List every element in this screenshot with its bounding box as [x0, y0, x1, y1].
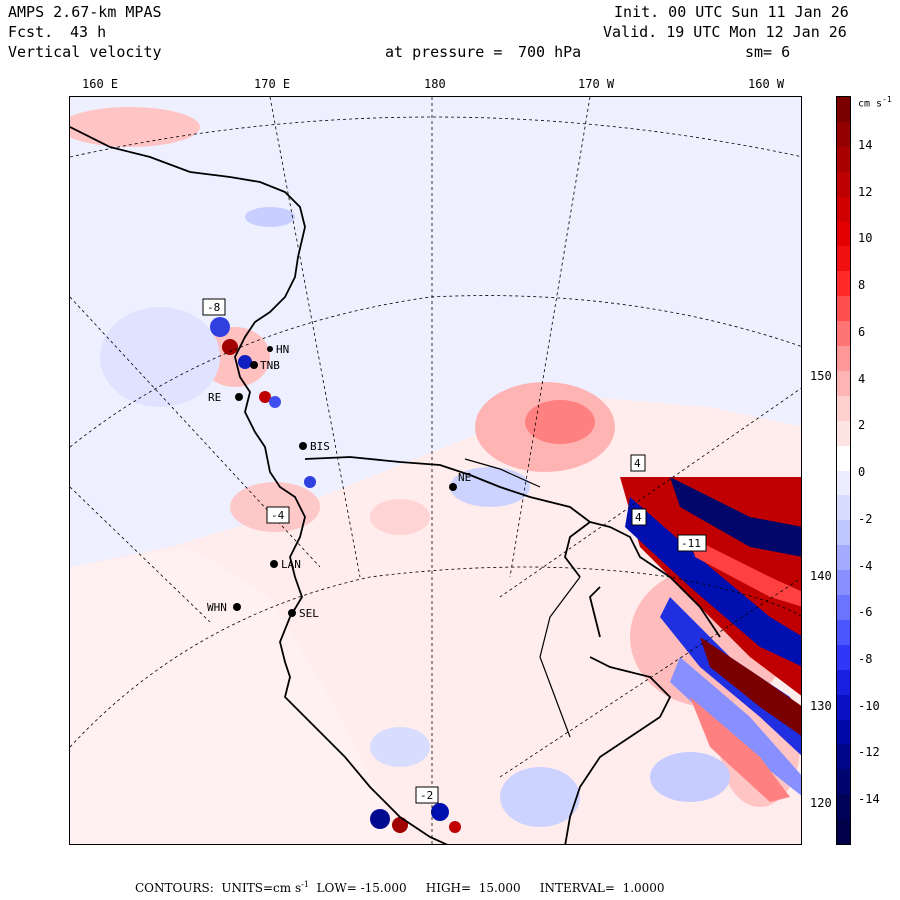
- colorbar-segment: [837, 445, 850, 471]
- station-dot-lan: [270, 560, 278, 568]
- colorbar-segment: [837, 171, 850, 198]
- colorbar-segment: [837, 545, 850, 571]
- colorbar-segment: [837, 420, 850, 447]
- colorbar-label-neg8: -8: [858, 652, 873, 666]
- station-dot-ne: [449, 483, 457, 491]
- colorbar-segment: [837, 97, 850, 123]
- colorbar-segment: [837, 520, 850, 546]
- colorbar-label-6: 6: [858, 325, 866, 339]
- colorbar-segment: [837, 470, 850, 496]
- colorbar-segment: [837, 495, 850, 521]
- coastline: [70, 126, 721, 844]
- colorbar-segment: [837, 121, 850, 148]
- colorbar-segment: [837, 570, 850, 596]
- model-title: AMPS 2.67-km MPAS: [8, 3, 162, 21]
- colorbar-label-8: 8: [858, 278, 866, 292]
- coastal-speckles: [210, 317, 461, 833]
- valid-time: Valid. 19 UTC Mon 12 Jan 26: [603, 23, 847, 41]
- latitude-circles: [70, 116, 801, 748]
- colorbar-label-neg14: -14: [858, 792, 880, 806]
- colorbar-label-neg2: -2: [858, 512, 873, 526]
- boxed-label-5: 4: [635, 511, 642, 524]
- colorbar-label-neg10: -10: [858, 699, 880, 713]
- field-name: Vertical velocity: [8, 43, 162, 61]
- pressure-label: at pressure =: [385, 43, 503, 61]
- boxed-label-6: -11: [681, 537, 701, 550]
- pressure-value: 700 hPa: [518, 43, 582, 61]
- colorbar-unit: cm s-1: [858, 95, 892, 110]
- colorbar-segment: [837, 370, 850, 397]
- colorbar-segment: [837, 595, 850, 621]
- stations-layer: RE TNB HN BIS LAN WHN SEL NE: [207, 343, 471, 620]
- ice-shelf-shade: [70, 547, 400, 844]
- map-panel: RE TNB HN BIS LAN WHN SEL NE -8 -4 -2 4: [69, 96, 802, 845]
- colorbar-segment: [837, 769, 850, 795]
- station-dot-re: [235, 393, 243, 401]
- station-label-sel: SEL: [299, 607, 319, 620]
- colorbar-segment: [837, 744, 850, 770]
- colorbar-label-neg12: -12: [858, 745, 880, 759]
- ice-shelf-edge: [464, 458, 581, 738]
- colorbar-label-12: 12: [858, 185, 873, 199]
- station-label-hn: HN: [276, 343, 289, 356]
- colorbar-segment: [837, 395, 850, 422]
- lon-label-170w: 170 W: [578, 77, 615, 91]
- boxed-label-3: -2: [420, 789, 433, 802]
- boxed-label-1: -8: [207, 301, 220, 314]
- colorbar-label-neg6: -6: [858, 605, 873, 619]
- colorbar-label-2: 2: [858, 418, 866, 432]
- colorbar-segment: [837, 819, 850, 845]
- station-dot-bis: [299, 442, 307, 450]
- station-label-whn: WHN: [207, 601, 227, 614]
- colorbar-segment: [837, 146, 850, 173]
- station-label-ne: NE: [458, 471, 471, 484]
- boxed-labels-layer: -8 -4 -2 4 4 -11: [202, 298, 707, 804]
- colorbar-segment: [837, 346, 850, 372]
- colorbar-segment: [837, 694, 850, 720]
- colorbar-segment: [837, 196, 850, 222]
- station-dot-sel: [288, 609, 296, 617]
- colorbar-segment: [837, 221, 850, 247]
- station-label-tnb: TNB: [260, 359, 280, 372]
- colorbar-label-neg4: -4: [858, 559, 873, 573]
- colorbar-segment: [837, 719, 850, 745]
- station-dot-whn: [233, 603, 241, 611]
- forecast-value: 43 h: [70, 23, 107, 41]
- station-dot-hn: [267, 346, 273, 352]
- colorbar-label-4: 4: [858, 372, 866, 386]
- forecast-label: Fcst.: [8, 23, 54, 41]
- colorbar-segment: [837, 296, 850, 322]
- colorbar-segment: [837, 246, 850, 272]
- intense-band-region: [620, 477, 801, 802]
- lon-label-180: 180: [424, 77, 446, 91]
- smoothing: sm= 6: [745, 43, 791, 61]
- lon-label-160e: 160 E: [82, 77, 119, 91]
- station-label-re: RE: [208, 391, 221, 404]
- init-time: Init. 00 UTC Sun 11 Jan 26: [614, 3, 849, 21]
- colorbar-segment: [837, 794, 850, 820]
- downdraft-patches: [100, 207, 730, 827]
- colorbar-label-14: 14: [858, 138, 873, 152]
- colorbar-segment: [837, 321, 850, 347]
- station-label-lan: LAN: [281, 558, 301, 571]
- colorbar-segment: [837, 669, 850, 696]
- station-label-bis: BIS: [310, 440, 330, 453]
- station-dot-tnb: [250, 361, 258, 369]
- lon-label-170e: 170 E: [254, 77, 291, 91]
- contour-footer: CONTOURS: UNITS=cm s-1 LOW= -15.000 HIGH…: [135, 880, 665, 895]
- boxed-label-2: -4: [271, 509, 285, 522]
- colorbar-segment: [837, 619, 850, 646]
- lon-label-160w: 160 W: [748, 77, 785, 91]
- colorbar-label-10: 10: [858, 231, 873, 245]
- map-canvas: RE TNB HN BIS LAN WHN SEL NE -8 -4 -2 4: [70, 97, 801, 844]
- boxed-label-4: 4: [634, 457, 641, 470]
- colorbar-segment: [837, 644, 850, 671]
- colorbar: [836, 96, 851, 845]
- colorbar-label-0: 0: [858, 465, 866, 479]
- colorbar-segment: [837, 271, 850, 297]
